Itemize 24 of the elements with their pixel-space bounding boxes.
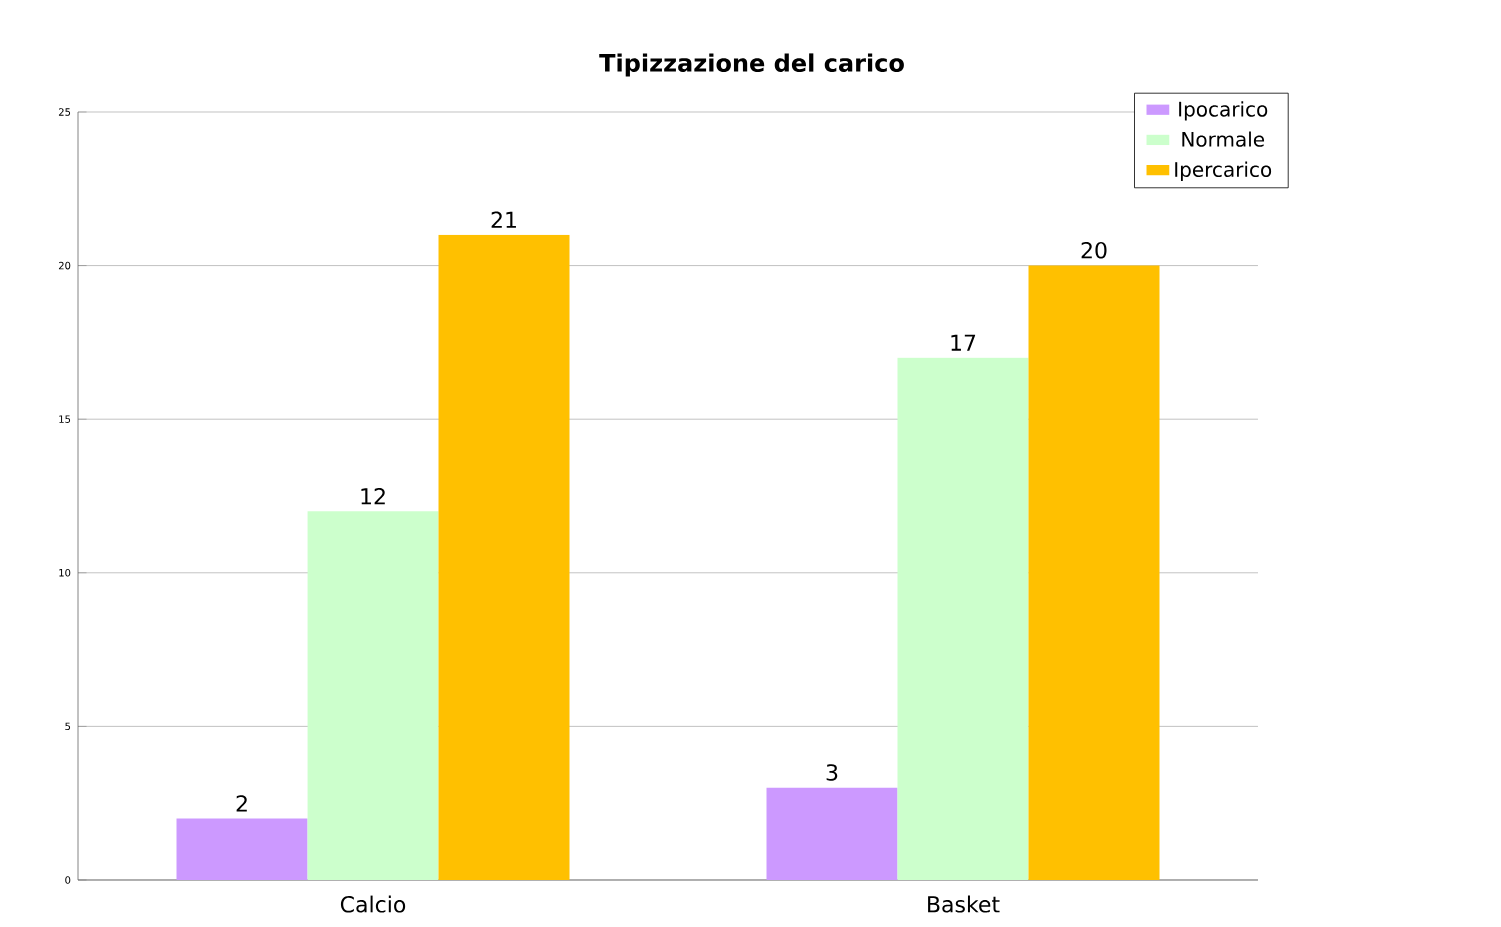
legend-label: Normale — [1182, 131, 1265, 147]
legend-label: Ipercarico — [1175, 161, 1272, 181]
x-tick-label: Calcio — [340, 895, 406, 913]
bar — [176, 818, 308, 880]
bar — [307, 511, 439, 880]
bar — [897, 357, 1029, 880]
legend-label: Ipocarico — [1179, 101, 1268, 121]
data-label: 2 — [236, 795, 247, 812]
y-tick-label: 20 — [58, 261, 71, 270]
bar — [438, 234, 570, 880]
data-label: 21 — [491, 211, 516, 228]
data-label: 3 — [826, 764, 838, 781]
y-tick-label: 5 — [65, 722, 71, 731]
bar — [766, 787, 898, 880]
x-tick-label: Basket — [928, 895, 1000, 913]
bar — [1028, 265, 1160, 880]
y-tick-label: 10 — [59, 569, 71, 577]
data-label: 20 — [1081, 241, 1107, 259]
data-label: 17 — [951, 334, 976, 351]
chart-title: Tipizzazione del carico — [599, 53, 904, 77]
data-label: 12 — [361, 487, 385, 505]
y-tick-label: 25 — [58, 108, 71, 116]
y-tick-label: 15 — [59, 415, 71, 423]
y-tick-label: 0 — [65, 876, 71, 884]
